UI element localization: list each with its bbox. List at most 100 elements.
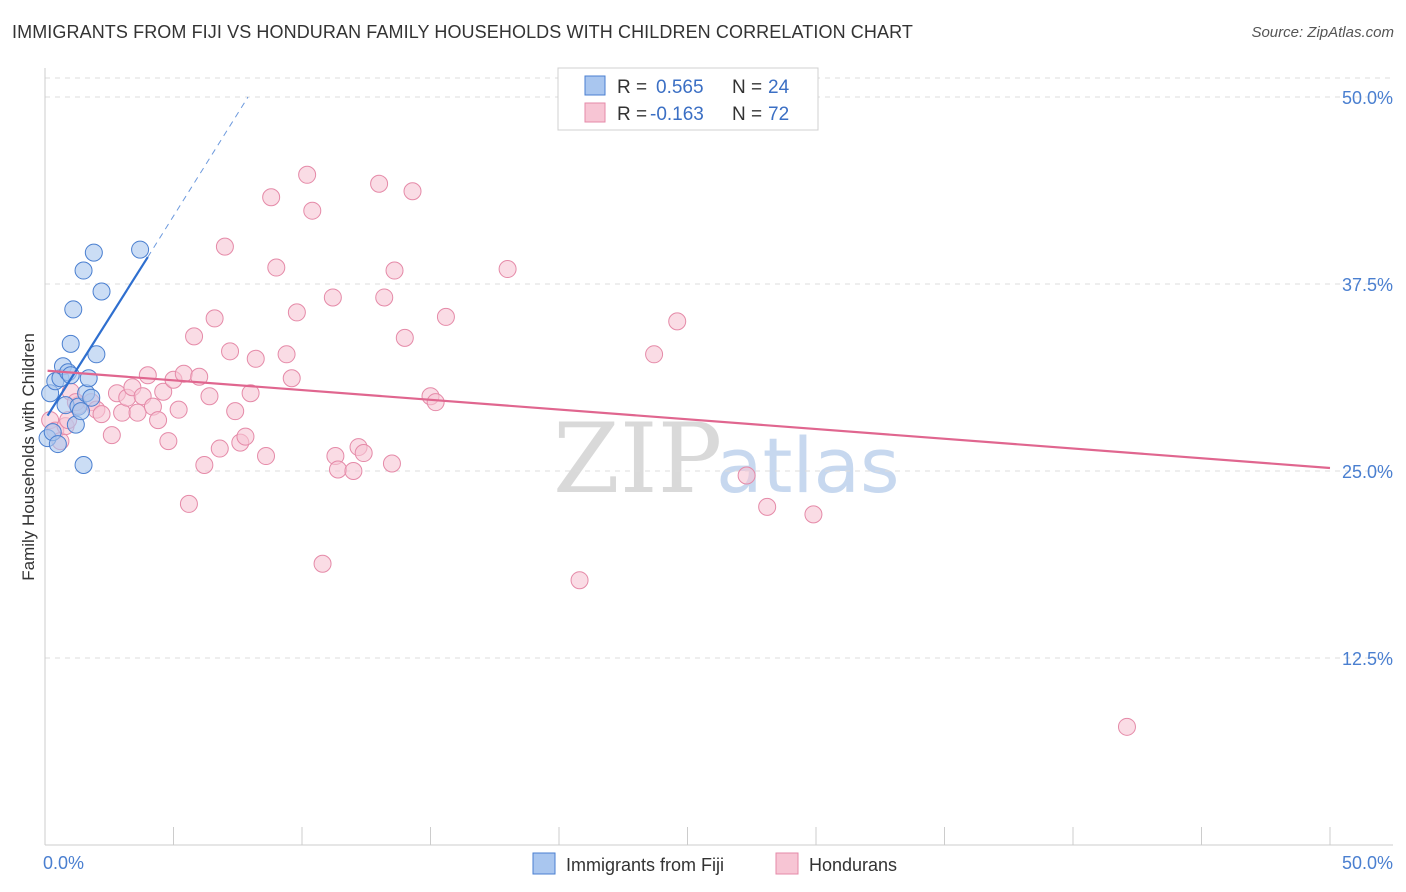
legend-honduran-r-value: -0.163 [650,104,704,125]
honduran-point-37 [246,349,265,368]
fiji-point-21 [92,282,111,301]
fiji-points [38,240,150,475]
honduran-point-19 [154,382,173,401]
legend-honduran-r-label: R = [617,104,647,125]
honduran-point-33 [226,402,245,421]
honduran-trend-line [47,369,1331,470]
honduran-point-25 [185,327,204,346]
honduran-point-16 [138,366,157,385]
honduran-point-41 [277,345,296,364]
honduran-point-56 [385,261,404,280]
honduran-point-11 [113,403,132,422]
honduran-point-69 [1117,717,1136,736]
honduran-point-46 [313,554,332,573]
y-tick-label-3: 50.0% [1342,88,1393,108]
x-tick-labels: 0.0% 50.0% [43,853,1393,873]
honduran-point-67 [758,497,777,516]
honduran-point-36 [241,384,260,403]
honduran-point-54 [375,288,394,307]
honduran-point-68 [804,505,823,524]
chart-title: IMMIGRANTS FROM FIJI VS HONDURAN FAMILY … [12,22,913,42]
honduran-point-53 [370,174,389,193]
fiji-point-9 [61,334,80,353]
fiji-trend-extension [147,96,249,258]
fiji-point-19 [84,243,103,262]
honduran-point-63 [570,571,589,590]
legend-honduran-n-value: 72 [768,104,789,125]
y-tick-label-1: 25.0% [1342,462,1393,482]
x-tick-label-0: 0.0% [43,853,84,873]
bottom-legend-fiji-label: Immigrants from Fiji [566,855,724,875]
honduran-point-61 [436,307,455,326]
y-tick-label-2: 37.5% [1342,275,1393,295]
trend-lines [46,96,1331,470]
honduran-point-24 [179,494,198,513]
fiji-point-14 [74,261,93,280]
bottom-legend-fiji-swatch [532,852,556,875]
honduran-points [41,165,1136,736]
y-tick-label-0: 12.5% [1342,649,1393,669]
watermark-atlas: atlas [716,421,900,510]
honduran-point-38 [257,447,276,466]
honduran-point-40 [267,258,286,277]
honduran-point-66 [737,466,756,485]
fiji-point-17 [79,369,98,388]
honduran-point-42 [282,369,301,388]
honduran-point-52 [354,444,373,463]
legend-fiji-n-label: N = [732,77,762,98]
honduran-point-65 [668,312,687,331]
honduran-point-32 [221,342,240,361]
honduran-point-47 [323,288,342,307]
honduran-point-14 [128,403,147,422]
honduran-point-50 [344,462,363,480]
honduran-point-64 [645,345,664,364]
bottom-legend: Immigrants from Fiji Hondurans [532,852,897,875]
bottom-legend-honduran-label: Hondurans [809,855,897,875]
top-legend: R = 0.565 N = 24 R = -0.163 N = 72 [557,67,819,131]
honduran-point-49 [328,460,347,479]
fiji-point-22 [131,240,150,259]
legend-fiji-r-value: 0.565 [656,77,704,98]
honduran-point-8 [92,405,111,424]
y-tick-labels: 12.5% 25.0% 37.5% 50.0% [1342,88,1393,669]
fiji-point-10 [64,300,83,319]
legend-fiji-n-value: 24 [768,77,790,98]
fiji-point-15 [74,456,93,475]
legend-fiji-r-label: R = [617,77,647,98]
fiji-point-20 [87,345,106,364]
honduran-point-45 [303,201,322,220]
honduran-point-43 [287,303,306,322]
honduran-point-30 [210,439,229,458]
fiji-point-18 [82,388,101,407]
x-tick-label-1: 50.0% [1342,853,1393,873]
watermark-zip: ZIP [553,403,722,515]
source-label: Source: ZipAtlas.com [1251,24,1394,41]
legend-fiji-swatch [584,75,606,96]
legend-honduran-n-label: N = [732,104,762,125]
honduran-point-44 [298,165,317,184]
grid-lines [45,77,1393,659]
bottom-legend-honduran-swatch [775,852,799,875]
honduran-point-28 [200,387,219,406]
honduran-point-31 [215,237,234,256]
honduran-point-27 [195,456,214,475]
honduran-point-55 [382,454,401,473]
honduran-point-35 [236,427,255,446]
honduran-point-62 [498,260,517,279]
axes [44,68,1393,846]
honduran-point-58 [403,182,422,201]
honduran-point-29 [205,309,224,328]
fiji-trend-line [46,256,149,417]
legend-honduran-swatch [584,102,606,123]
fiji-point-4 [48,435,67,454]
honduran-point-22 [169,400,188,419]
y-axis-label: Family Households with Children [19,333,38,581]
fiji-point-13 [71,402,90,421]
honduran-point-57 [395,328,414,347]
honduran-point-39 [262,188,281,207]
honduran-point-18 [149,411,168,430]
honduran-point-20 [159,432,178,451]
honduran-point-9 [102,426,121,445]
honduran-point-60 [426,393,445,412]
